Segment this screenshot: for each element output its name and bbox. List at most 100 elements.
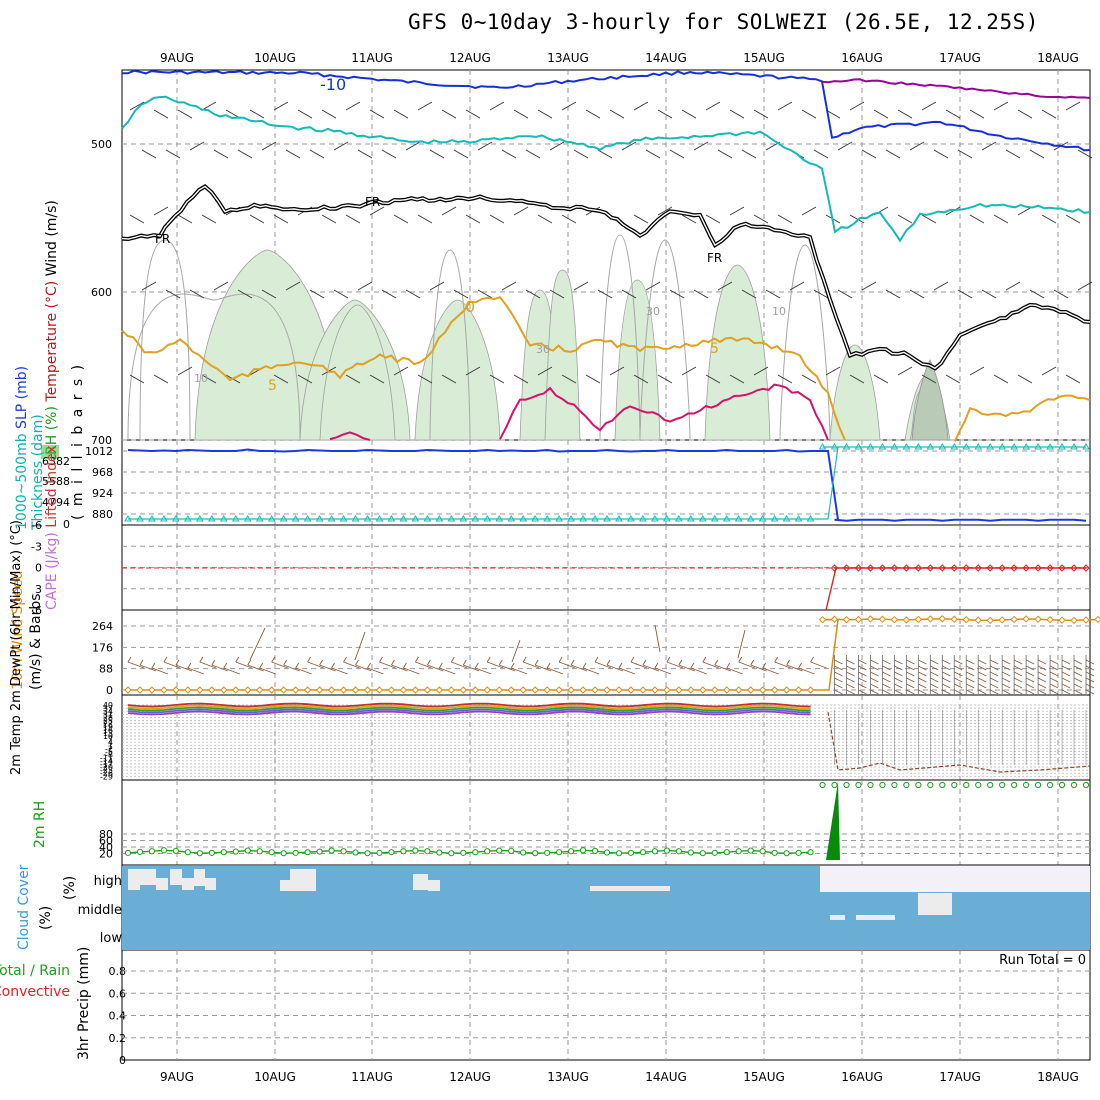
thickness-marker bbox=[399, 515, 408, 522]
surface-wind-barb bbox=[618, 667, 636, 675]
thickness-marker bbox=[459, 515, 468, 522]
isotherm-plus10-b bbox=[499, 383, 829, 441]
wind-barb bbox=[561, 214, 577, 224]
surface-wind-barb-tick bbox=[834, 683, 843, 689]
rh-marker-saturated bbox=[867, 781, 874, 789]
rh-marker bbox=[292, 849, 299, 856]
lifted-index-marker bbox=[1034, 564, 1042, 572]
wind-barb bbox=[765, 289, 781, 299]
surface-wind-barb-flag bbox=[654, 662, 659, 669]
lifted-index-marker bbox=[1082, 564, 1090, 572]
surface-wind-barb-flag bbox=[498, 659, 503, 666]
surface-wind-barb-flag bbox=[798, 662, 802, 669]
wind-speed-marker bbox=[172, 686, 180, 694]
rh-marker bbox=[136, 848, 144, 855]
temp-tick-label: -14 bbox=[100, 757, 113, 766]
precip-tick-label: 0 bbox=[119, 1054, 126, 1067]
surface-wind-barb-tick bbox=[930, 683, 939, 689]
wind-barb bbox=[705, 374, 721, 384]
rh-tick-label: 40 bbox=[99, 841, 113, 854]
rh-axis-title: 2m RH (%) bbox=[32, 801, 78, 900]
surface-wind-barb bbox=[355, 664, 372, 672]
surface-wind-barb-tick bbox=[1037, 683, 1047, 689]
surface-wind-barb bbox=[511, 667, 528, 675]
wind-speed-marker bbox=[1058, 616, 1066, 624]
wind-barb bbox=[213, 149, 229, 159]
surface-wind-barb bbox=[487, 661, 504, 669]
slp-tick-label: 1012 bbox=[85, 445, 113, 458]
wind-barb bbox=[897, 109, 913, 119]
wind-barb bbox=[465, 214, 481, 224]
rh-marker-saturated bbox=[855, 781, 862, 789]
isotherm-zero bbox=[821, 78, 1091, 99]
thickness-tick-label: 0 bbox=[63, 518, 70, 531]
wind-barb bbox=[681, 214, 697, 224]
surface-wind-barb bbox=[295, 667, 312, 675]
cloud-gap bbox=[140, 869, 156, 885]
rh-marker bbox=[268, 849, 275, 856]
isotherm-minus5 bbox=[121, 95, 1091, 243]
rh-marker bbox=[124, 849, 132, 856]
wind-speed-marker bbox=[279, 686, 288, 694]
surface-wind-barb bbox=[582, 667, 600, 675]
thickness-marker bbox=[639, 515, 647, 522]
surface-wind-barb-tick bbox=[894, 677, 903, 683]
wind-speed-marker bbox=[1034, 615, 1042, 623]
rh-marker bbox=[532, 850, 539, 857]
wind-barb bbox=[981, 141, 997, 151]
rh-marker bbox=[663, 847, 670, 854]
surface-wind-barb-tick bbox=[1037, 689, 1047, 695]
wind-barb bbox=[549, 289, 565, 299]
surface-wind-barb-long bbox=[654, 624, 661, 653]
wind-barb bbox=[1017, 374, 1033, 384]
thickness-marker bbox=[124, 515, 132, 522]
surface-wind-barb-long bbox=[737, 629, 746, 659]
surface-wind-barb-tick bbox=[978, 677, 987, 683]
wind-barb bbox=[813, 149, 829, 159]
rh-marker bbox=[807, 849, 814, 856]
wind-barb bbox=[237, 289, 253, 299]
surface-wind-barb-tick bbox=[1001, 683, 1011, 689]
thickness-marker bbox=[183, 515, 192, 522]
rh-marker bbox=[424, 848, 431, 855]
wind-barb bbox=[141, 281, 157, 291]
wind-barb bbox=[753, 214, 769, 224]
thickness-marker bbox=[495, 515, 504, 522]
wind-speed-marker bbox=[136, 686, 144, 694]
wind-barb bbox=[261, 141, 277, 151]
thickness-marker bbox=[315, 515, 324, 522]
temp-band-line bbox=[127, 704, 811, 710]
surface-wind-barb-tick bbox=[954, 665, 963, 671]
surface-wind-barb-long bbox=[354, 631, 366, 661]
surface-wind-barb bbox=[211, 664, 228, 672]
wind-speed-tick: 0 bbox=[106, 684, 113, 697]
wind-barb bbox=[489, 101, 505, 111]
contour-label: 10 bbox=[194, 372, 208, 385]
wind-barb bbox=[1053, 289, 1069, 299]
contour-label: FR bbox=[155, 232, 170, 246]
surface-wind-barb-flag bbox=[714, 659, 719, 666]
wind-speed-marker bbox=[962, 615, 970, 624]
wind-barb bbox=[621, 141, 637, 151]
surface-wind-barb-tick bbox=[1025, 671, 1035, 677]
wind-barb bbox=[309, 149, 325, 159]
thickness-marker bbox=[1046, 443, 1054, 450]
wind-speed-tick: 176 bbox=[92, 641, 113, 654]
surface-wind-barb-tick bbox=[1073, 683, 1083, 689]
surface-wind-barb-tick bbox=[1049, 677, 1059, 683]
surface-wind-barb-tick bbox=[930, 689, 939, 695]
wind-barb bbox=[537, 366, 553, 376]
surface-wind-barb-flag bbox=[151, 662, 156, 669]
lifted-index-marker bbox=[914, 564, 923, 572]
wind-barb bbox=[801, 109, 817, 119]
wind-speed-marker bbox=[1010, 615, 1018, 624]
rh-marker-saturated bbox=[1011, 781, 1018, 789]
wind-barb bbox=[681, 109, 697, 119]
wind-barb bbox=[1065, 214, 1081, 224]
day-label-top: 18AUG bbox=[1037, 51, 1079, 65]
surface-wind-barb-long bbox=[249, 627, 266, 661]
day-label-top: 10AUG bbox=[254, 51, 296, 65]
rh-marker bbox=[412, 847, 419, 854]
cloud-axis-title: Cloud Cover (%) bbox=[16, 864, 54, 950]
thickness-marker bbox=[579, 515, 587, 522]
